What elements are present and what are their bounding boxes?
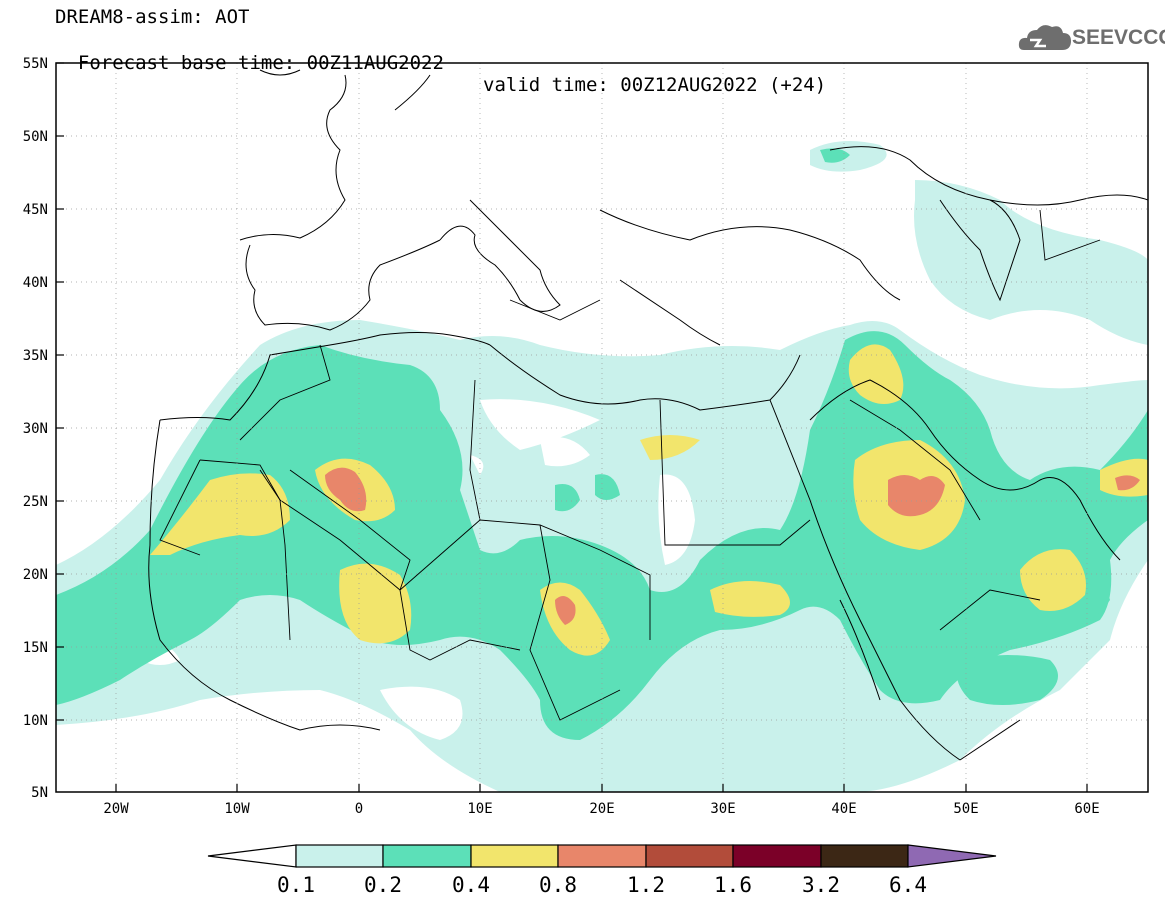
colorbar-labels: 0.1 0.2 0.4 0.8 1.2 1.6 3.2 6.4 xyxy=(277,873,927,897)
colorbar-swatch xyxy=(470,844,559,868)
colorbar-swatch xyxy=(382,844,472,868)
colorbar-swatch xyxy=(295,844,384,868)
colorbar-under-triangle xyxy=(207,844,297,868)
latitude-labels: 55N 50N 45N 40N 35N 30N 25N 20N 15N 10N … xyxy=(23,56,48,801)
colorbar-label: 3.2 xyxy=(802,873,840,897)
colorbar-over-triangle xyxy=(907,844,997,868)
axis-ticks xyxy=(56,62,1088,792)
lat-label: 20N xyxy=(23,567,48,583)
logo-text: SEEVCCC xyxy=(1072,26,1165,49)
lat-label: 30N xyxy=(23,421,48,437)
lat-label: 50N xyxy=(23,129,48,145)
colorbar-label: 0.4 xyxy=(452,873,490,897)
lat-label: 40N xyxy=(23,275,48,291)
lon-label: 50E xyxy=(953,801,978,817)
colorbar xyxy=(207,844,997,868)
map-title: DREAM8-assim: AOT xyxy=(55,6,250,28)
lon-label: 20W xyxy=(103,801,129,817)
aot-band-0.2 xyxy=(56,331,1148,740)
seevccc-logo xyxy=(1016,18,1156,58)
lat-label: 35N xyxy=(23,348,48,364)
lat-label: 15N xyxy=(23,640,48,656)
aot-band-0.4 xyxy=(150,344,1148,656)
lon-label: 0 xyxy=(355,801,363,817)
colorbar-swatch xyxy=(557,844,647,868)
cloud-icon xyxy=(1018,25,1071,50)
colorbar-label: 1.2 xyxy=(627,873,665,897)
colorbar-label: 0.8 xyxy=(539,873,577,897)
colorbar-swatch xyxy=(645,844,734,868)
lat-label: 25N xyxy=(23,494,48,510)
lon-label: 40E xyxy=(831,801,856,817)
longitude-labels: 20W 10W 0 10E 20E 30E 40E 50E 60E xyxy=(103,801,1099,817)
valid-time: valid time: 00Z12AUG2022 (+24) xyxy=(483,74,827,96)
lon-label: 10E xyxy=(467,801,492,817)
colorbar-label: 0.2 xyxy=(364,873,402,897)
lon-label: 60E xyxy=(1074,801,1099,817)
lat-label: 5N xyxy=(31,785,48,801)
gridlines xyxy=(56,63,1148,792)
colorbar-swatch xyxy=(732,844,822,868)
coastlines xyxy=(148,69,1148,761)
lon-label: 30E xyxy=(710,801,735,817)
aot-band-0.1-north xyxy=(810,141,1148,345)
lon-label: 10W xyxy=(224,801,250,817)
colorbar-label: 0.1 xyxy=(277,873,315,897)
country-borders xyxy=(159,209,1101,721)
colorbar-label: 1.6 xyxy=(714,873,752,897)
lat-label: 45N xyxy=(23,202,48,218)
lat-label: 10N xyxy=(23,713,48,729)
lat-label: 55N xyxy=(23,56,48,72)
aot-field xyxy=(56,141,1148,792)
lon-label: 20E xyxy=(589,801,614,817)
colorbar-label: 6.4 xyxy=(889,873,927,897)
colorbar-swatch xyxy=(820,844,909,868)
